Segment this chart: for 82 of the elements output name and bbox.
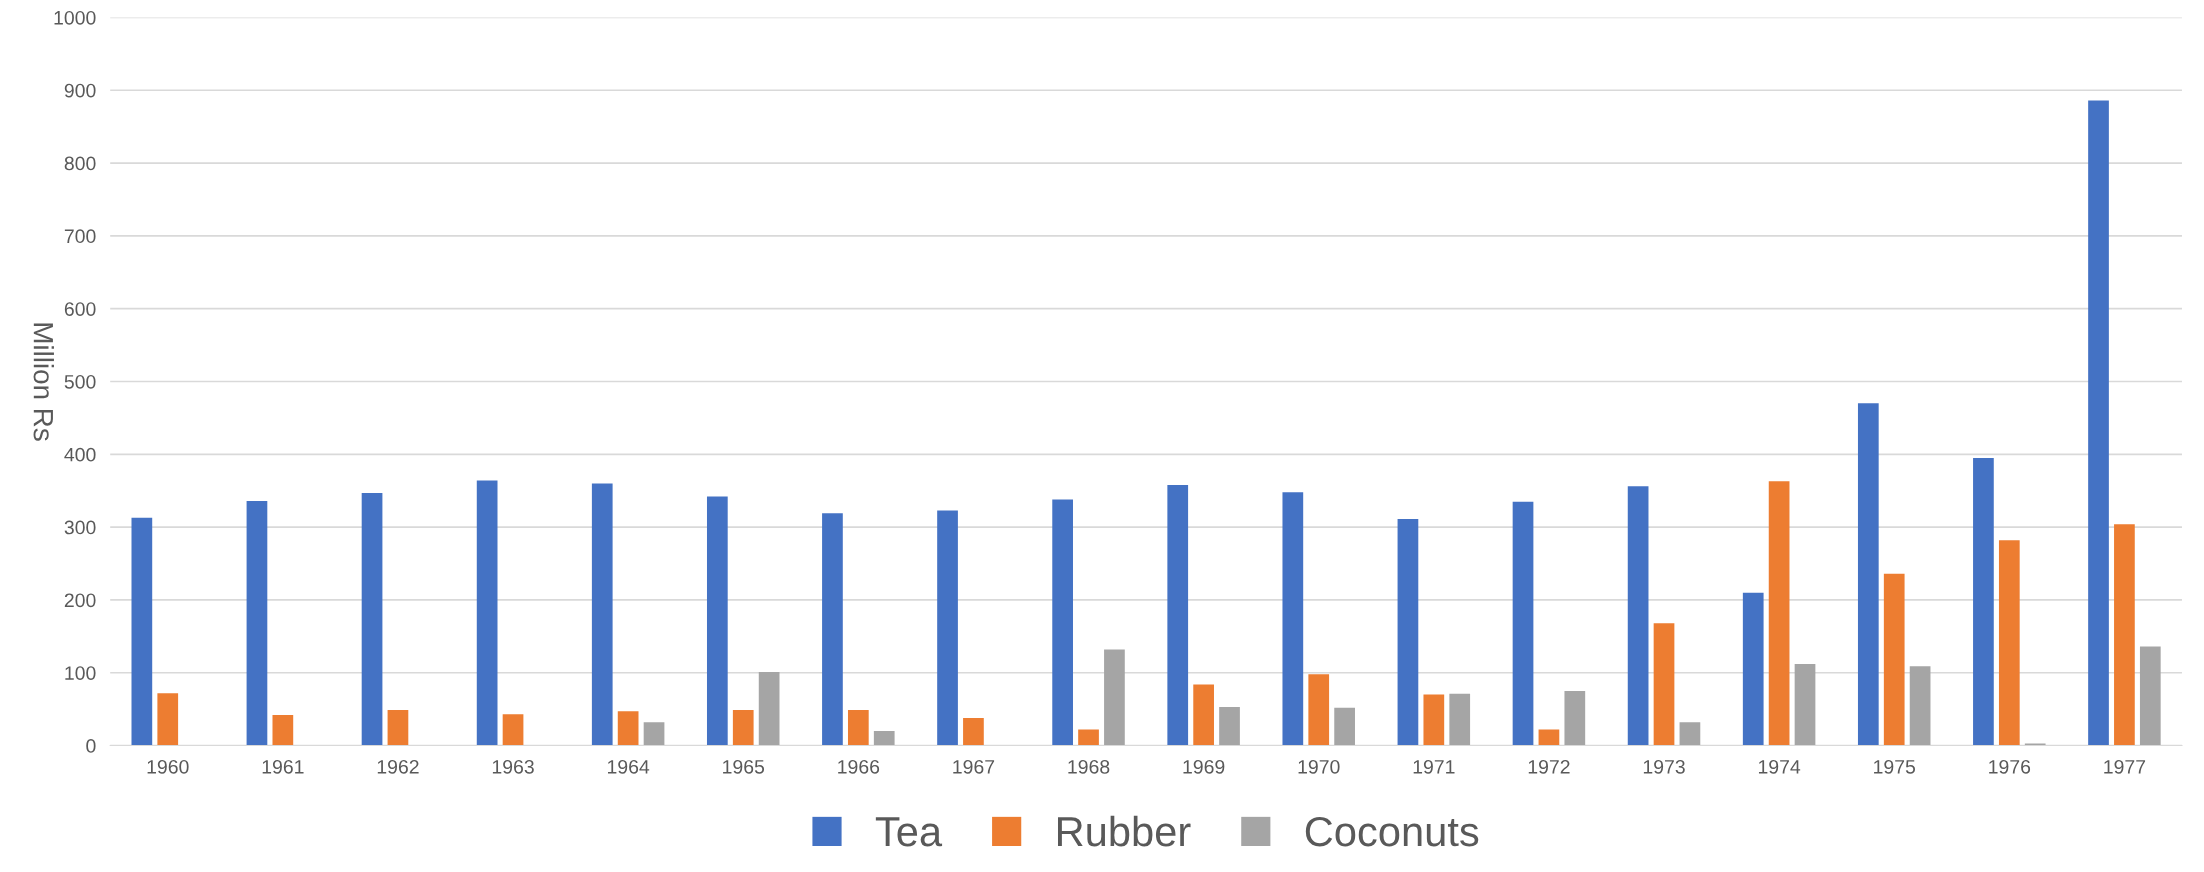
bar xyxy=(246,500,268,746)
bar xyxy=(1679,722,1701,746)
bar xyxy=(1768,481,1790,746)
bar xyxy=(1308,674,1330,746)
bar xyxy=(732,709,754,746)
bar xyxy=(847,709,869,746)
bar xyxy=(1512,501,1534,746)
bar xyxy=(1219,706,1240,746)
bar xyxy=(2088,100,2109,746)
bar xyxy=(502,714,524,746)
bar xyxy=(1653,623,1675,746)
x-tick-label: 1971 xyxy=(1413,759,1455,774)
bar xyxy=(476,480,498,746)
bar xyxy=(643,722,665,746)
bar xyxy=(1883,573,1905,746)
bar xyxy=(272,714,294,746)
bar xyxy=(1078,729,1099,746)
y-axis-title: Million Rs xyxy=(33,323,54,441)
bar xyxy=(822,513,843,746)
bar xyxy=(2024,743,2046,746)
bar xyxy=(1742,592,1764,746)
x-tick-label: 1975 xyxy=(1874,759,1916,774)
bar xyxy=(1973,457,1994,746)
y-tick-label: 800 xyxy=(64,156,96,171)
bar xyxy=(617,711,639,746)
x-tick-label: 1976 xyxy=(1989,759,2031,774)
x-tick-label: 1964 xyxy=(608,759,650,774)
bar xyxy=(1423,694,1445,746)
legend-label: Tea xyxy=(875,817,943,847)
bar xyxy=(1909,666,1931,746)
bar xyxy=(131,517,153,746)
bar xyxy=(1627,486,1649,746)
y-tick-label: 300 xyxy=(64,520,96,535)
bar xyxy=(1857,403,1879,746)
y-tick-label: 0 xyxy=(86,739,96,753)
bar xyxy=(1538,729,1560,746)
bar xyxy=(387,709,409,746)
x-tick-label: 1965 xyxy=(723,759,765,774)
bar xyxy=(1104,649,1125,746)
y-tick-label: 600 xyxy=(64,302,96,316)
y-tick-label: 700 xyxy=(64,229,96,244)
y-tick-label: 400 xyxy=(64,447,96,462)
bar xyxy=(1564,690,1586,746)
bar xyxy=(591,483,613,746)
legend-label: Coconuts xyxy=(1305,816,1479,847)
x-tick-label: 1967 xyxy=(953,759,995,774)
x-tick-label: 1974 xyxy=(1758,759,1801,774)
bar xyxy=(963,717,984,746)
bar xyxy=(1193,684,1214,746)
y-tick-label: 200 xyxy=(64,593,96,608)
bar xyxy=(1052,499,1073,746)
x-tick-label: 1970 xyxy=(1298,759,1340,774)
y-tick-label: 500 xyxy=(64,374,96,389)
bar xyxy=(157,693,179,746)
bar xyxy=(706,496,728,746)
x-tick-label: 1972 xyxy=(1528,759,1570,774)
x-tick-label: 1973 xyxy=(1643,759,1685,774)
x-tick-label: 1962 xyxy=(377,759,419,774)
x-tick-label: 1968 xyxy=(1068,759,1110,774)
bar xyxy=(2139,646,2161,746)
bar xyxy=(1794,664,1816,746)
y-tick-label: 100 xyxy=(65,666,96,680)
x-tick-label: 1966 xyxy=(838,759,880,774)
bar xyxy=(1282,492,1304,746)
bar xyxy=(1167,484,1189,746)
bar xyxy=(1334,707,1355,746)
x-tick-label: 1963 xyxy=(492,759,534,774)
bar xyxy=(873,731,895,746)
x-tick-label: 1969 xyxy=(1183,759,1225,774)
legend-label: Rubber xyxy=(1057,815,1191,847)
x-tick-label: 1960 xyxy=(147,759,189,774)
bar xyxy=(2114,524,2135,746)
bar xyxy=(1449,693,1471,746)
x-tick-label: 1977 xyxy=(2104,759,2146,774)
x-tick-label: 1961 xyxy=(262,759,304,774)
bar xyxy=(758,672,780,746)
bar xyxy=(1397,519,1419,746)
y-tick-label: 1000 xyxy=(54,10,96,25)
bar xyxy=(1998,540,2020,746)
bar xyxy=(361,492,383,746)
y-tick-label: 900 xyxy=(64,83,96,98)
bar xyxy=(937,510,958,746)
